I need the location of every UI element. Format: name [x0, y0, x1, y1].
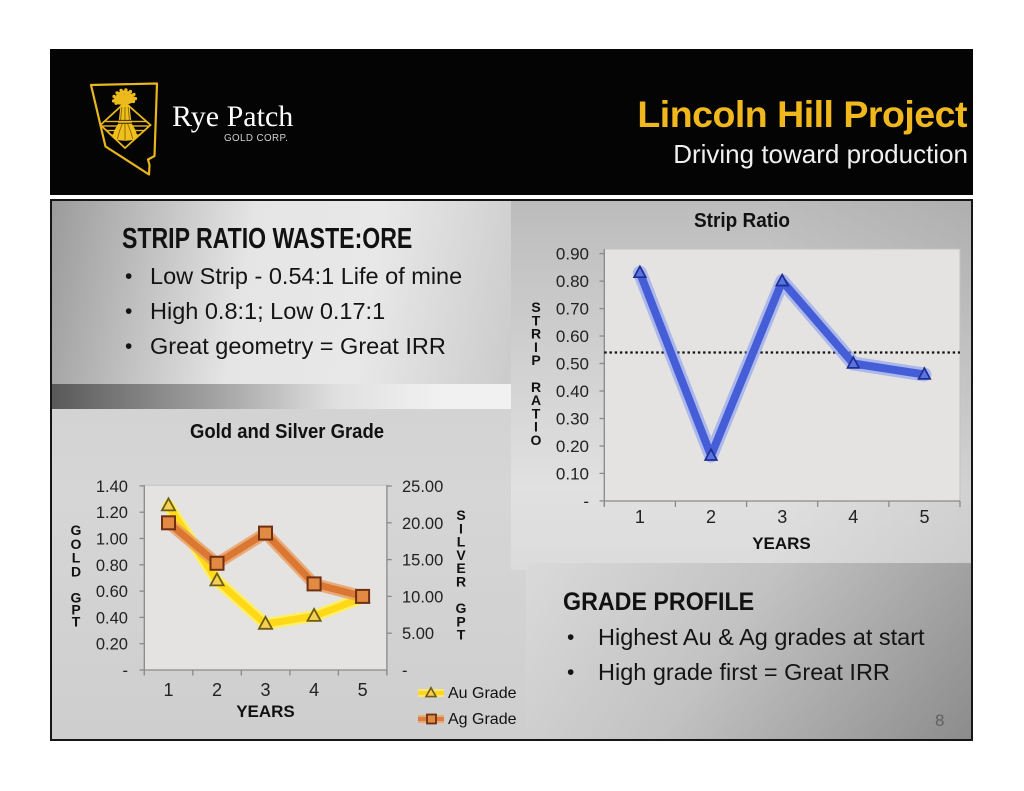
svg-text:V: V [456, 547, 466, 563]
svg-text:0.20: 0.20 [556, 437, 589, 456]
svg-text:4: 4 [848, 507, 858, 527]
svg-text:Au Grade: Au Grade [448, 685, 517, 702]
svg-text:Ag Grade: Ag Grade [448, 711, 517, 728]
svg-text:0.70: 0.70 [556, 300, 589, 319]
svg-text:0.90: 0.90 [556, 245, 589, 264]
svg-text:1.40: 1.40 [96, 478, 128, 496]
svg-text:L: L [72, 550, 81, 566]
svg-text:0.20: 0.20 [96, 636, 128, 654]
svg-text:1: 1 [635, 507, 645, 527]
svg-text:-: - [123, 662, 129, 680]
svg-text:L: L [457, 534, 466, 550]
svg-text:T: T [72, 614, 81, 630]
svg-text:20.00: 20.00 [402, 515, 443, 533]
svg-text:I: I [534, 419, 538, 435]
svg-text:0.10: 0.10 [556, 464, 589, 483]
svg-text:0.40: 0.40 [96, 609, 128, 627]
svg-text:Gold and Silver Grade: Gold and Silver Grade [190, 421, 384, 443]
svg-text:-: - [402, 662, 408, 680]
svg-text:0.50: 0.50 [556, 355, 589, 374]
svg-text:R: R [531, 326, 541, 342]
svg-text:P: P [456, 613, 465, 629]
svg-text:G: G [71, 522, 82, 538]
svg-text:2: 2 [706, 507, 716, 527]
svg-text:1.00: 1.00 [96, 531, 128, 549]
svg-text:3: 3 [260, 680, 270, 700]
svg-text:R: R [456, 574, 466, 590]
svg-text:Strip Ratio: Strip Ratio [694, 210, 790, 232]
svg-text:T: T [532, 312, 541, 328]
svg-text:15.00: 15.00 [402, 552, 443, 570]
svg-text:G: G [456, 600, 467, 616]
svg-text:G: G [71, 590, 82, 606]
svg-text:-: - [583, 492, 589, 511]
svg-text:0.80: 0.80 [96, 557, 128, 575]
svg-text:P: P [71, 602, 80, 618]
svg-text:A: A [531, 392, 541, 408]
svg-text:P: P [531, 352, 540, 368]
svg-text:D: D [71, 563, 81, 579]
svg-text:0.60: 0.60 [96, 583, 128, 601]
svg-text:0.80: 0.80 [556, 272, 589, 291]
svg-text:R: R [531, 379, 541, 395]
svg-text:E: E [456, 560, 465, 576]
svg-text:3: 3 [777, 507, 787, 527]
svg-text:1: 1 [163, 680, 173, 700]
svg-text:25.00: 25.00 [402, 478, 443, 496]
svg-text:I: I [459, 520, 463, 536]
svg-text:YEARS: YEARS [236, 702, 295, 721]
svg-text:O: O [71, 536, 82, 552]
svg-text:1.20: 1.20 [96, 504, 128, 522]
svg-text:5: 5 [919, 507, 929, 527]
svg-text:YEARS: YEARS [752, 534, 811, 553]
svg-text:5: 5 [358, 680, 368, 700]
svg-text:T: T [457, 627, 466, 643]
svg-text:0.30: 0.30 [556, 410, 589, 429]
svg-text:5.00: 5.00 [402, 625, 434, 643]
svg-text:0.60: 0.60 [556, 327, 589, 346]
svg-text:S: S [456, 507, 465, 523]
svg-text:O: O [531, 432, 542, 448]
svg-text:2: 2 [212, 680, 222, 700]
svg-text:0.40: 0.40 [556, 382, 589, 401]
svg-text:4: 4 [309, 680, 319, 700]
svg-text:T: T [532, 405, 541, 421]
svg-text:10.00: 10.00 [402, 588, 443, 606]
svg-text:I: I [534, 339, 538, 355]
svg-text:S: S [531, 299, 540, 315]
